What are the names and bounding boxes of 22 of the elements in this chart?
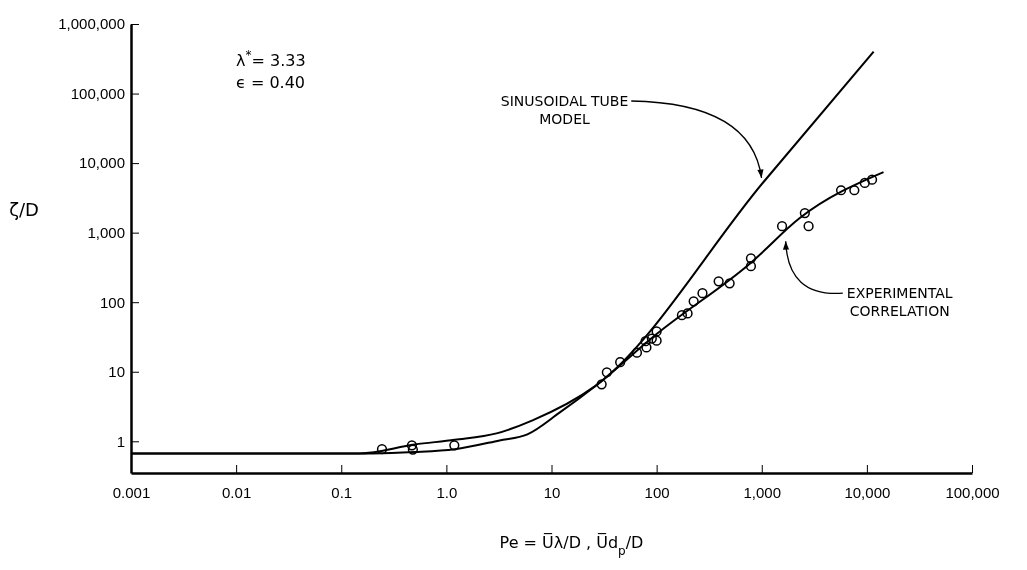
y-tick-label: 100 — [99, 293, 125, 311]
y-tick-label: 1 — [116, 432, 125, 450]
x-tick-label: 0.1 — [331, 483, 353, 501]
x-tick-label: 100,000 — [945, 483, 1000, 501]
x-axis-title: Pe = U̅λ/D , U̅d$_{p}$/D — [499, 533, 644, 558]
annotation: λ$^{*}$= 3.33 — [236, 48, 306, 70]
x-tick-label: 100 — [644, 483, 670, 501]
x-tick-label: 10,000 — [844, 483, 891, 501]
y-tick-label: 10,000 — [79, 154, 125, 172]
annotation: ϵ = 0.40 — [236, 73, 306, 92]
x-tick-label: 1.0 — [436, 483, 458, 501]
y-axis-title: ζ/D — [9, 199, 39, 220]
annotation: SINUSOIDAL TUBE MODEL — [500, 92, 629, 127]
x-tick-label: 1,000 — [743, 483, 782, 501]
x-tick-label: 0.01 — [222, 483, 252, 501]
x-tick-label: 10 — [543, 483, 561, 501]
y-tick-label: 1,000,000 — [58, 15, 125, 33]
y-tick-label: 100,000 — [70, 84, 125, 102]
annotation: EXPERIMENTAL CORRELATION — [846, 285, 953, 320]
y-tick-label: 10 — [108, 363, 125, 381]
y-tick-label: 1,000 — [87, 223, 125, 241]
x-tick-label: 0.001 — [112, 483, 151, 501]
